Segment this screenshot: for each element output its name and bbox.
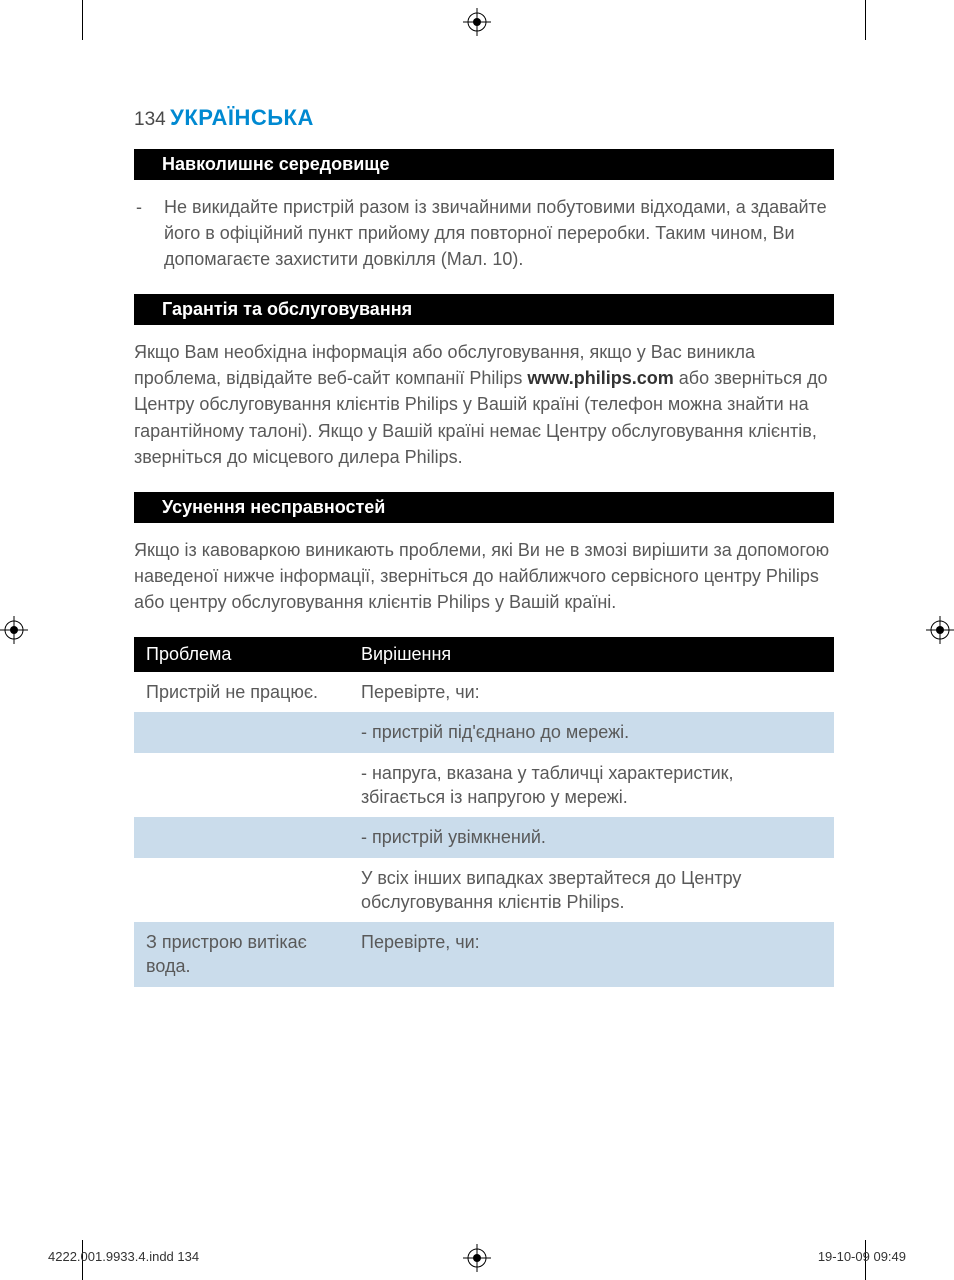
table-body: Пристрій не працює. Перевірте, чи: - при…: [134, 672, 834, 987]
col-header-problem: Проблема: [134, 637, 349, 672]
table-row: - пристрій увімкнений.: [134, 817, 834, 857]
registration-mark-icon: [0, 616, 28, 644]
table-row: З пристрою витікає вода. Перевірте, чи:: [134, 922, 834, 987]
section-heading-warranty: Гарантія та обслуговування: [134, 294, 834, 325]
col-header-solution: Вирішення: [349, 637, 834, 672]
section-heading-troubleshooting: Усунення несправностей: [134, 492, 834, 523]
crop-mark: [865, 0, 866, 40]
cell-solution: У всіх інших випадках звертайтеся до Цен…: [349, 858, 834, 923]
table-row: У всіх інших випадках звертайтеся до Цен…: [134, 858, 834, 923]
cell-solution: - пристрій під'єднано до мережі.: [349, 712, 834, 752]
table-row: - пристрій під'єднано до мережі.: [134, 712, 834, 752]
environment-text: Не викидайте пристрій разом із звичайним…: [164, 194, 834, 272]
page-language-title: УКРАЇНСЬКА: [170, 105, 314, 130]
bullet-dash: -: [134, 194, 164, 272]
cell-solution: Перевірте, чи:: [349, 922, 834, 987]
crop-mark: [82, 0, 83, 40]
table-row: - напруга, вказана у табличці характерис…: [134, 753, 834, 818]
registration-mark-icon: [926, 616, 954, 644]
cell-problem: [134, 753, 349, 818]
table-header-row: Проблема Вирішення: [134, 637, 834, 672]
footer-right: 19-10-09 09:49: [818, 1249, 906, 1264]
print-footer: 4222.001.9933.4.indd 134 19-10-09 09:49: [48, 1249, 906, 1264]
cell-solution: - пристрій увімкнений.: [349, 817, 834, 857]
section-heading-environment: Навколишнє середовище: [134, 149, 834, 180]
cell-solution: Перевірте, чи:: [349, 672, 834, 712]
troubleshooting-table: Проблема Вирішення Пристрій не працює. П…: [134, 637, 834, 987]
footer-left: 4222.001.9933.4.indd 134: [48, 1249, 199, 1264]
page-number: 134: [134, 109, 166, 130]
table-row: Пристрій не працює. Перевірте, чи:: [134, 672, 834, 712]
page-header: 134 УКРАЇНСЬКА: [134, 105, 834, 131]
cell-problem: Пристрій не працює.: [134, 672, 349, 712]
cell-solution: - напруга, вказана у табличці характерис…: [349, 753, 834, 818]
registration-mark-icon: [463, 8, 491, 36]
cell-problem: [134, 858, 349, 923]
troubleshooting-intro: Якщо із кавоваркою виникають проблеми, я…: [134, 537, 834, 615]
environment-bullet: - Не викидайте пристрій разом із звичайн…: [134, 194, 834, 272]
page-content: 134 УКРАЇНСЬКА Навколишнє середовище - Н…: [134, 105, 834, 987]
cell-problem: З пристрою витікає вода.: [134, 922, 349, 987]
warranty-paragraph: Якщо Вам необхідна інформація або обслуг…: [134, 339, 834, 469]
warranty-link: www.philips.com: [527, 368, 673, 388]
cell-problem: [134, 817, 349, 857]
cell-problem: [134, 712, 349, 752]
